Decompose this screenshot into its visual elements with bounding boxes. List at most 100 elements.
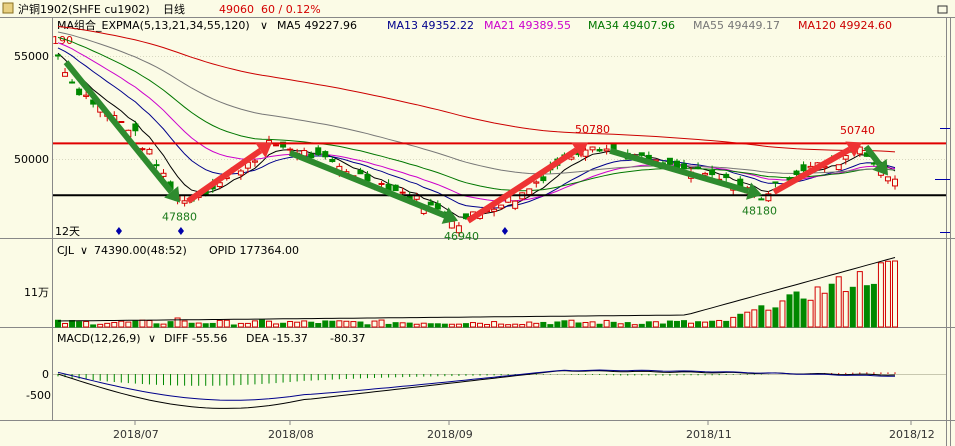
candle-body: [835, 164, 842, 171]
volume-bar: [441, 323, 448, 328]
candle-body: [695, 166, 702, 169]
volume-bar: [406, 322, 413, 328]
volume-bar: [273, 323, 280, 328]
candle-body: [392, 184, 399, 192]
volume-bar: [624, 322, 631, 328]
candle-body: [638, 152, 645, 156]
candle-body: [434, 203, 441, 210]
candle-body: [666, 157, 673, 165]
volume-bar: [280, 322, 287, 328]
candle-body: [287, 148, 294, 151]
event-marker[interactable]: ♦: [500, 225, 510, 238]
volume-bar: [828, 283, 835, 328]
volume-bar: [413, 323, 420, 328]
volume-bar: [350, 321, 357, 328]
macd-dropdown-icon[interactable]: ∨: [148, 332, 156, 345]
candle-body: [462, 213, 469, 220]
volume-bar: [786, 294, 793, 328]
ma-combo-label[interactable]: MA组合_EXPMA(5,13,21,34,55,120): [57, 18, 250, 32]
volume-dropdown-icon[interactable]: ∨: [80, 244, 88, 257]
candle-body: [83, 94, 90, 97]
macd-label[interactable]: MACD(12,26,9): [57, 332, 141, 345]
volume-bar: [526, 321, 533, 328]
candle-body: [596, 148, 603, 152]
volume-bar: [793, 291, 800, 328]
volume-bar: [821, 292, 828, 328]
candle-body: [69, 81, 76, 84]
price-annotation: 48180: [742, 204, 777, 217]
volume-bar: [427, 323, 434, 328]
volume-tick: 11万: [24, 286, 49, 299]
volume-bar: [343, 320, 350, 328]
candle-body: [76, 88, 83, 96]
dea-line: [57, 369, 895, 401]
volume-bar: [216, 319, 223, 328]
x-axis-label: 2018/08: [268, 428, 314, 441]
x-axis-label: 2018/07: [113, 428, 159, 441]
period-label[interactable]: 日线: [163, 2, 185, 16]
volume-bar: [561, 320, 568, 328]
volume-bar: [209, 322, 216, 328]
volume-bar: [132, 320, 139, 328]
volume-bar: [251, 320, 258, 328]
opid-value: OPID 177364.00: [209, 244, 299, 257]
volume-bar: [287, 320, 294, 328]
volume-bar: [448, 323, 455, 328]
volume-bar: [62, 322, 69, 328]
candle-body: [765, 193, 772, 202]
candle-body: [526, 188, 533, 196]
price-change: 60 / 0.12%: [261, 3, 321, 16]
ma-legend: MA5 49227.96 MA13 49352.22 MA21 49389.55 MA…: [277, 19, 892, 32]
candle-body: [132, 123, 139, 132]
volume-bar: [688, 322, 695, 328]
level-lines: [53, 142, 946, 197]
candle-body: [772, 181, 779, 184]
candle-body: [512, 200, 519, 209]
volume-bar: [76, 321, 83, 328]
candle-body: [280, 141, 287, 148]
volume-bar: [385, 323, 392, 328]
ma-legend-item: MA55 49449.17: [693, 19, 780, 32]
volume-bar: [498, 323, 505, 328]
volume-bar: [469, 322, 476, 328]
candle-body: [322, 151, 329, 158]
candle-body: [892, 178, 898, 187]
volume-bar: [772, 307, 779, 328]
volume-bar: [758, 305, 765, 328]
volume-bar: [118, 320, 125, 328]
volume-bar: [673, 320, 680, 328]
ma-dropdown-icon[interactable]: ∨: [260, 19, 268, 32]
candle-body: [308, 153, 315, 159]
x-axis: 2018/07 2018/08 2018/09 2018/11 2018/12: [113, 421, 935, 441]
volume-bar: [484, 323, 491, 328]
volume-bar: [730, 316, 737, 328]
volume-bar: [160, 323, 167, 328]
event-marker[interactable]: ♦: [114, 225, 124, 238]
x-axis-label: 2018/12: [889, 428, 935, 441]
window-control-icon[interactable]: [937, 5, 948, 14]
volume-bar: [568, 319, 575, 328]
price-tick-55000: 55000: [14, 50, 49, 63]
trend-arrows: [63, 60, 888, 224]
volume-bar: [420, 322, 427, 328]
event-marker[interactable]: ♦: [176, 225, 186, 238]
volume-bar: [863, 285, 870, 328]
candle-body: [709, 170, 716, 176]
volume-bars: [55, 257, 898, 328]
dea-value: DEA -15.37: [246, 332, 308, 345]
candle-body: [357, 169, 364, 175]
volume-label[interactable]: CJL: [57, 244, 75, 257]
volume-bar: [139, 319, 146, 328]
candle-body: [251, 160, 258, 163]
volume-bar: [575, 322, 582, 328]
trend-arrow: [466, 147, 578, 224]
trend-arrow: [288, 150, 447, 219]
candle-body: [181, 200, 188, 204]
volume-bar: [680, 320, 687, 328]
volume-bar: [266, 320, 273, 328]
volume-bar: [364, 324, 371, 328]
volume-bar: [104, 322, 111, 328]
volume-bar: [512, 323, 519, 328]
